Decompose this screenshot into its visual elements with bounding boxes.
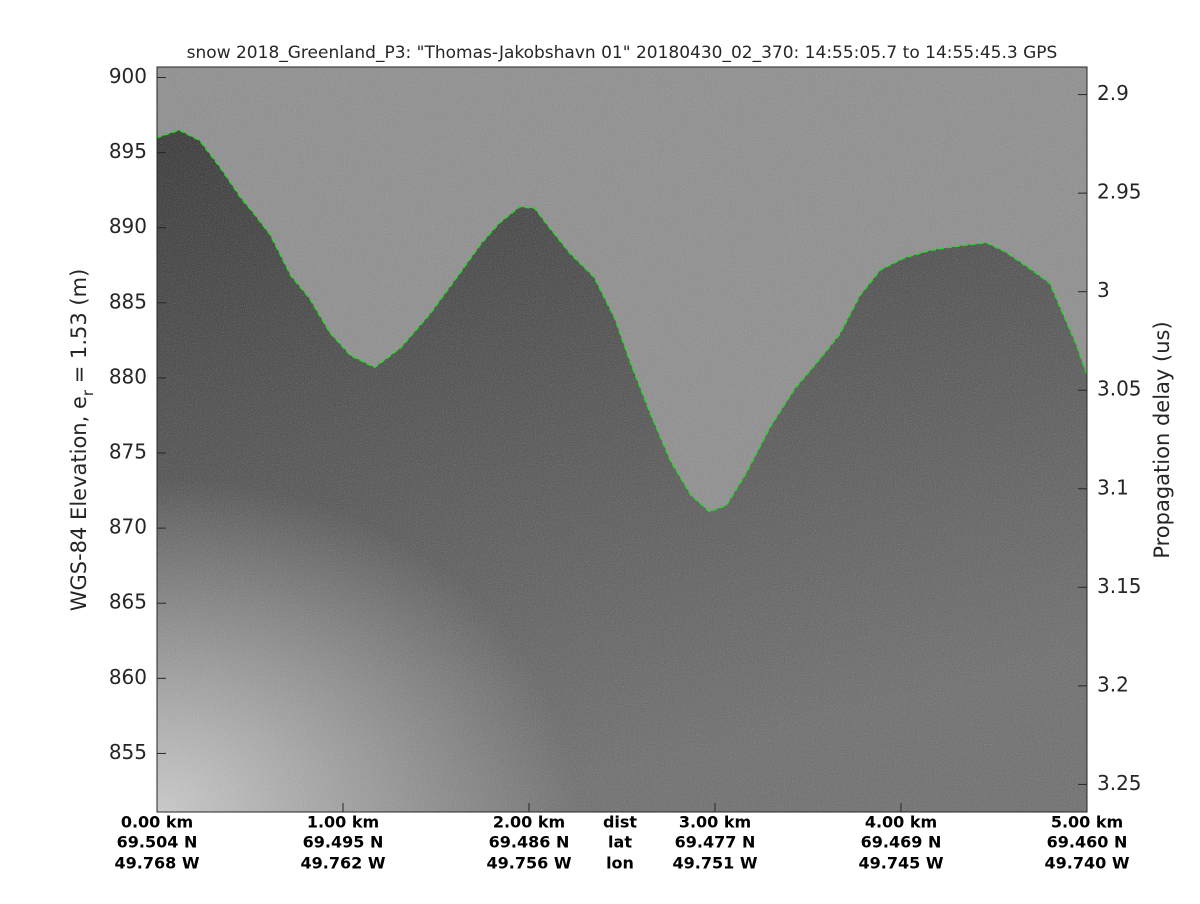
y-tick-label: 865 xyxy=(109,590,147,614)
y-tick-label: 880 xyxy=(109,364,147,388)
lon-label: 49.768 W xyxy=(115,854,200,873)
lon-label: 49.751 W xyxy=(673,854,758,873)
lon-label: 49.740 W xyxy=(1045,854,1130,873)
lat-label: 69.495 N xyxy=(303,833,384,852)
row-name: dist xyxy=(603,813,637,832)
y-axis-label: WGS-84 Elevation, er = 1.53 (m) xyxy=(67,269,97,612)
y2-tick-label: 3.2 xyxy=(1097,672,1129,696)
lon-label: 49.756 W xyxy=(487,854,572,873)
x-tick-label: 3.00 km xyxy=(679,813,751,832)
x-tick-label: 2.00 km xyxy=(493,813,565,832)
x-tick-label: 4.00 km xyxy=(865,813,937,832)
lat-label: 69.469 N xyxy=(861,833,942,852)
y2-axis-label: Propagation delay (us) xyxy=(1150,321,1174,558)
y-tick-label: 895 xyxy=(109,139,147,163)
y2-tick-label: 3.15 xyxy=(1097,574,1142,598)
y-tick-label: 860 xyxy=(109,665,147,689)
y2-tick-label: 3.05 xyxy=(1097,377,1142,401)
y2-tick-label: 2.95 xyxy=(1097,180,1142,204)
row-name: lat xyxy=(608,833,632,852)
line-layer xyxy=(157,129,1087,513)
y-tick-label: 885 xyxy=(109,289,147,313)
y2-tick-label: 3.1 xyxy=(1097,475,1129,499)
noise xyxy=(157,67,1087,812)
y-label-part: WGS-84 Elevation, e xyxy=(67,396,91,611)
y-tick-label: 900 xyxy=(109,64,147,88)
chart-title: snow 2018_Greenland_P3: "Thomas-Jakobsha… xyxy=(187,43,1058,63)
surface-line xyxy=(157,129,1087,513)
y2-tick-label: 3 xyxy=(1097,278,1110,302)
y2-tick-label: 3.25 xyxy=(1097,771,1142,795)
row-name: lon xyxy=(606,854,634,873)
y-tick-label: 870 xyxy=(109,515,147,539)
lon-label: 49.745 W xyxy=(859,854,944,873)
y-tick-label: 890 xyxy=(109,214,147,238)
x-tick-label: 0.00 km xyxy=(121,813,193,832)
lon-label: 49.762 W xyxy=(301,854,386,873)
y2-tick-label: 2.9 xyxy=(1097,81,1129,105)
lat-label: 69.477 N xyxy=(675,833,756,852)
lat-label: 69.504 N xyxy=(117,833,198,852)
y-label-part: = 1.53 (m) xyxy=(67,269,91,390)
plot-frame xyxy=(156,66,1088,813)
lat-label: 69.486 N xyxy=(489,833,570,852)
lat-label: 69.460 N xyxy=(1047,833,1128,852)
x-tick-label: 1.00 km xyxy=(307,813,379,832)
y-label-sub: r xyxy=(79,389,97,396)
x-tick-label: 5.00 km xyxy=(1051,813,1123,832)
y-tick-label: 855 xyxy=(109,740,147,764)
y-tick-label: 875 xyxy=(109,440,147,464)
